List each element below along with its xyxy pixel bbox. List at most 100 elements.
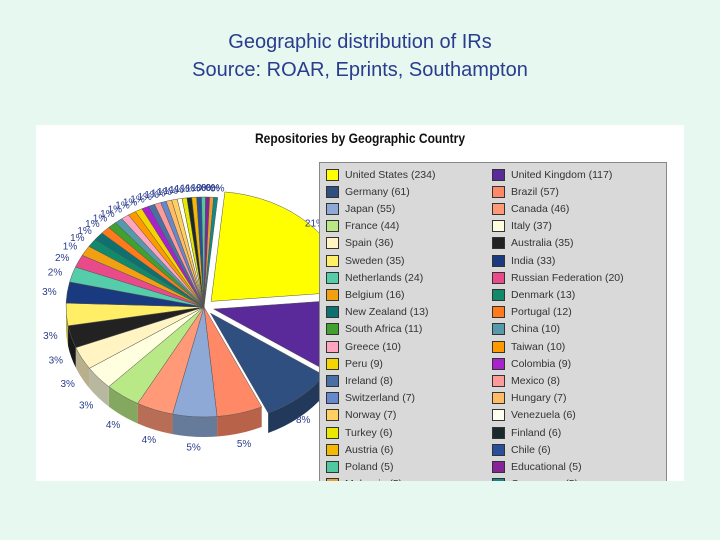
legend-item-netherlands-24: Netherlands (24): [326, 270, 423, 285]
legend-label: Portugal (12): [511, 306, 572, 319]
pie-slice-commerce: [203, 197, 219, 308]
legend-swatch: [326, 374, 339, 387]
slice-label-peru: 1%: [123, 197, 138, 208]
legend-label: Mexico (8): [511, 374, 561, 387]
legend-swatch: [326, 185, 339, 198]
slice-label-germany: 8%: [296, 415, 311, 426]
legend-item-commerce-5: Commerce (5): [492, 477, 578, 481]
legend-item-canada-46: Canada (46): [492, 201, 569, 216]
legend-label: Turkey (6): [345, 426, 393, 439]
legend-label: Russian Federation (20): [511, 271, 624, 284]
legend-item-south-africa-11: South Africa (11): [326, 322, 422, 337]
legend-item-mexico-8: Mexico (8): [492, 373, 560, 388]
legend-swatch: [492, 271, 505, 284]
legend-swatch: [492, 478, 505, 481]
slice-label-russian-federation: 2%: [55, 253, 70, 264]
legend-swatch: [326, 306, 339, 319]
legend-item-italy-37: Italy (37): [492, 219, 552, 234]
legend-item-denmark-13: Denmark (13): [492, 287, 575, 302]
legend-label: Peru (9): [345, 357, 383, 370]
legend-label: Japan (55): [345, 202, 396, 215]
legend-swatch: [492, 392, 505, 405]
legend-item-ireland-8: Ireland (8): [326, 373, 393, 388]
pie-side-japan: [172, 414, 218, 437]
slice-label-belgium: 1%: [63, 242, 78, 253]
legend-label: Spain (36): [345, 237, 394, 250]
chart-legend: United States (234) Germany (61) Japan (55…: [319, 162, 667, 481]
legend-swatch: [492, 185, 505, 198]
legend-swatch: [492, 168, 505, 181]
legend-swatch: [326, 220, 339, 233]
legend-swatch: [492, 426, 505, 439]
pie-side-france: [108, 386, 138, 424]
slice-label-india: 3%: [42, 287, 57, 298]
legend-item-australia-35: Australia (35): [492, 236, 573, 251]
pie-side-germany: [268, 375, 325, 434]
slice-label-china: 1%: [100, 209, 115, 220]
legend-label: United States (234): [345, 168, 436, 181]
legend-item-turkey-6: Turkey (6): [326, 425, 392, 440]
legend-label: Australia (35): [511, 237, 574, 250]
slice-label-denmark: 1%: [70, 233, 85, 244]
legend-swatch: [326, 426, 339, 439]
slice-label-sweden: 3%: [43, 331, 58, 342]
legend-item-sweden-35: Sweden (35): [326, 253, 405, 268]
legend-swatch: [492, 340, 505, 353]
legend-label: Commerce (5): [511, 478, 578, 481]
slide-title: Geographic distribution of IRs: [228, 31, 492, 53]
legend-swatch: [492, 443, 505, 456]
legend-label: Ireland (8): [345, 374, 393, 387]
slice-label-turkey: 1%: [175, 184, 190, 195]
legend-swatch: [326, 271, 339, 284]
legend-label: Canada (46): [511, 202, 570, 215]
legend-label: Belgium (16): [345, 288, 405, 301]
legend-item-greece-10: Greece (10): [326, 339, 401, 354]
slice-label-finland: 1%: [180, 184, 195, 195]
legend-swatch: [326, 202, 339, 215]
legend-item-educational-5: Educational (5): [492, 459, 582, 474]
legend-swatch: [492, 220, 505, 233]
slice-label-portugal: 1%: [85, 219, 100, 230]
legend-item-malaysia-5: Malaysia (5): [326, 477, 402, 481]
legend-item-brazil-57: Brazil (57): [492, 184, 559, 199]
legend-swatch: [326, 409, 339, 422]
legend-label: Venezuela (6): [511, 409, 576, 422]
slice-label-norway: 1%: [163, 186, 178, 197]
slice-label-taiwan: 1%: [115, 201, 130, 212]
legend-swatch: [492, 306, 505, 319]
legend-item-taiwan-10: Taiwan (10): [492, 339, 565, 354]
legend-label: Poland (5): [345, 460, 394, 473]
legend-swatch: [326, 443, 339, 456]
legend-item-united-states-234: United States (234): [326, 167, 435, 182]
slice-label-brazil: 5%: [237, 439, 252, 450]
legend-swatch: [492, 288, 505, 301]
pie-side-brazil: [217, 406, 262, 437]
legend-label: China (10): [511, 323, 561, 336]
legend-label: India (33): [511, 254, 556, 267]
legend-swatch: [326, 168, 339, 181]
pie-side-italy: [89, 368, 109, 407]
legend-swatch: [492, 323, 505, 336]
legend-swatch: [326, 288, 339, 301]
pie-chart: 21%10%8%5%5%4%4%3%3%3%3%3%2%2%1%1%1%1%1%…: [42, 183, 363, 454]
legend-label: New Zealand (13): [345, 306, 429, 319]
slice-label-japan: 5%: [186, 443, 201, 454]
legend-item-austria-6: Austria (6): [326, 442, 393, 457]
legend-swatch: [492, 374, 505, 387]
legend-swatch: [326, 323, 339, 336]
legend-label: Educational (5): [511, 460, 582, 473]
legend-item-colombia-9: Colombia (9): [492, 356, 571, 371]
slice-label-colombia: 1%: [130, 194, 145, 205]
slice-label-commerce: 0%: [210, 183, 225, 194]
legend-item-poland-5: Poland (5): [326, 459, 393, 474]
legend-label: Switzerland (7): [345, 392, 416, 405]
slice-label-venezuela: 1%: [169, 185, 184, 196]
legend-item-france-44: France (44): [326, 219, 399, 234]
chart-image: 21%10%8%5%5%4%4%3%3%3%3%3%2%2%1%1%1%1%1%…: [36, 125, 684, 481]
legend-label: Netherlands (24): [345, 271, 424, 284]
slice-label-educational: 0%: [201, 183, 216, 194]
legend-item-switzerland-7: Switzerland (7): [326, 391, 415, 406]
slice-label-malaysia: 0%: [205, 183, 220, 194]
legend-label: Austria (6): [345, 443, 394, 456]
slide-subtitle: Source: ROAR, Eprints, Southampton: [192, 59, 528, 81]
